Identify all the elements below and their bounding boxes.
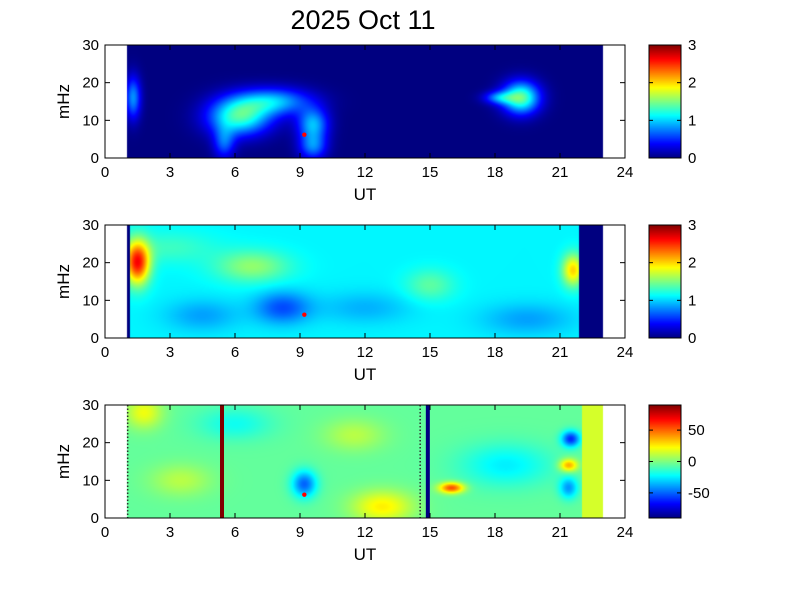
y-tick-label: 0	[91, 150, 99, 167]
colorbar-tick-label: -50	[688, 485, 710, 502]
x-tick-label: 18	[487, 524, 504, 541]
x-tick-label: 9	[296, 344, 304, 361]
x-tick-label: 6	[231, 344, 239, 361]
x-axis-label: UT	[354, 185, 377, 204]
x-tick-label: 12	[357, 524, 374, 541]
colorbar-frame	[648, 44, 682, 159]
x-tick-label: 3	[166, 164, 174, 181]
y-axis-label: mHz	[54, 444, 73, 479]
x-tick-label: 18	[487, 344, 504, 361]
colorbar-tick-label: 3	[688, 37, 696, 54]
colorbar	[649, 225, 681, 338]
x-tick-label: 24	[617, 344, 634, 361]
y-tick-label: 0	[91, 510, 99, 527]
marker-point	[302, 312, 307, 317]
x-tick-label: 6	[231, 524, 239, 541]
colorbar-tick-label: 1	[688, 112, 696, 129]
x-tick-label: 0	[101, 524, 109, 541]
y-tick-label: 30	[82, 37, 99, 54]
x-axis-label: UT	[354, 365, 377, 384]
x-tick-label: 15	[422, 164, 439, 181]
x-tick-label: 21	[552, 164, 569, 181]
y-axis-label: mHz	[54, 84, 73, 119]
y-tick-label: 10	[82, 292, 99, 309]
colorbar-tick-label: 2	[688, 255, 696, 272]
x-axis-label: UT	[354, 545, 377, 564]
x-tick-label: 0	[101, 344, 109, 361]
x-tick-label: 15	[422, 524, 439, 541]
vertical-data-line-1	[220, 405, 224, 518]
y-tick-label: 30	[82, 397, 99, 414]
x-tick-label: 24	[617, 524, 634, 541]
vertical-data-line-2	[425, 405, 430, 518]
colorbar-tick-label: 0	[688, 150, 696, 167]
x-tick-label: 18	[487, 164, 504, 181]
colorbar-tick-label: 50	[688, 422, 705, 439]
x-tick-label: 0	[101, 164, 109, 181]
y-tick-label: 10	[82, 112, 99, 129]
marker-point	[302, 132, 307, 137]
colorbar-tick-label: 2	[688, 75, 696, 92]
x-tick-label: 24	[617, 164, 634, 181]
y-axis-label: mHz	[54, 264, 73, 299]
x-tick-label: 15	[422, 344, 439, 361]
x-tick-label: 9	[296, 524, 304, 541]
x-tick-label: 12	[357, 164, 374, 181]
heatmap-1	[105, 45, 625, 158]
heatmap-3	[105, 405, 625, 518]
x-tick-label: 21	[552, 524, 569, 541]
x-tick-label: 9	[296, 164, 304, 181]
x-tick-label: 3	[166, 344, 174, 361]
y-tick-label: 10	[82, 472, 99, 489]
x-tick-label: 21	[552, 344, 569, 361]
figure-title: 2025 Oct 11	[290, 5, 435, 35]
colorbar	[649, 405, 681, 518]
y-tick-label: 20	[82, 255, 99, 272]
colorbar	[649, 45, 681, 158]
x-tick-label: 3	[166, 524, 174, 541]
x-tick-label: 6	[231, 164, 239, 181]
colorbar-frame	[648, 224, 682, 339]
y-tick-label: 30	[82, 217, 99, 234]
y-tick-label: 20	[82, 75, 99, 92]
colorbar-tick-label: 0	[688, 330, 696, 347]
heatmap-2	[105, 225, 625, 338]
colorbar-tick-label: 1	[688, 292, 696, 309]
panel-3: 0 3 6 9 12 15 18 21 24 0 10 20 30 UT mHz -50 0 50	[54, 397, 710, 564]
x-tick-label: 12	[357, 344, 374, 361]
y-tick-label: 20	[82, 435, 99, 452]
colorbar-tick-label: 3	[688, 217, 696, 234]
colorbar-tick-label: 0	[688, 454, 696, 471]
marker-point	[302, 492, 307, 497]
y-tick-label: 0	[91, 330, 99, 347]
